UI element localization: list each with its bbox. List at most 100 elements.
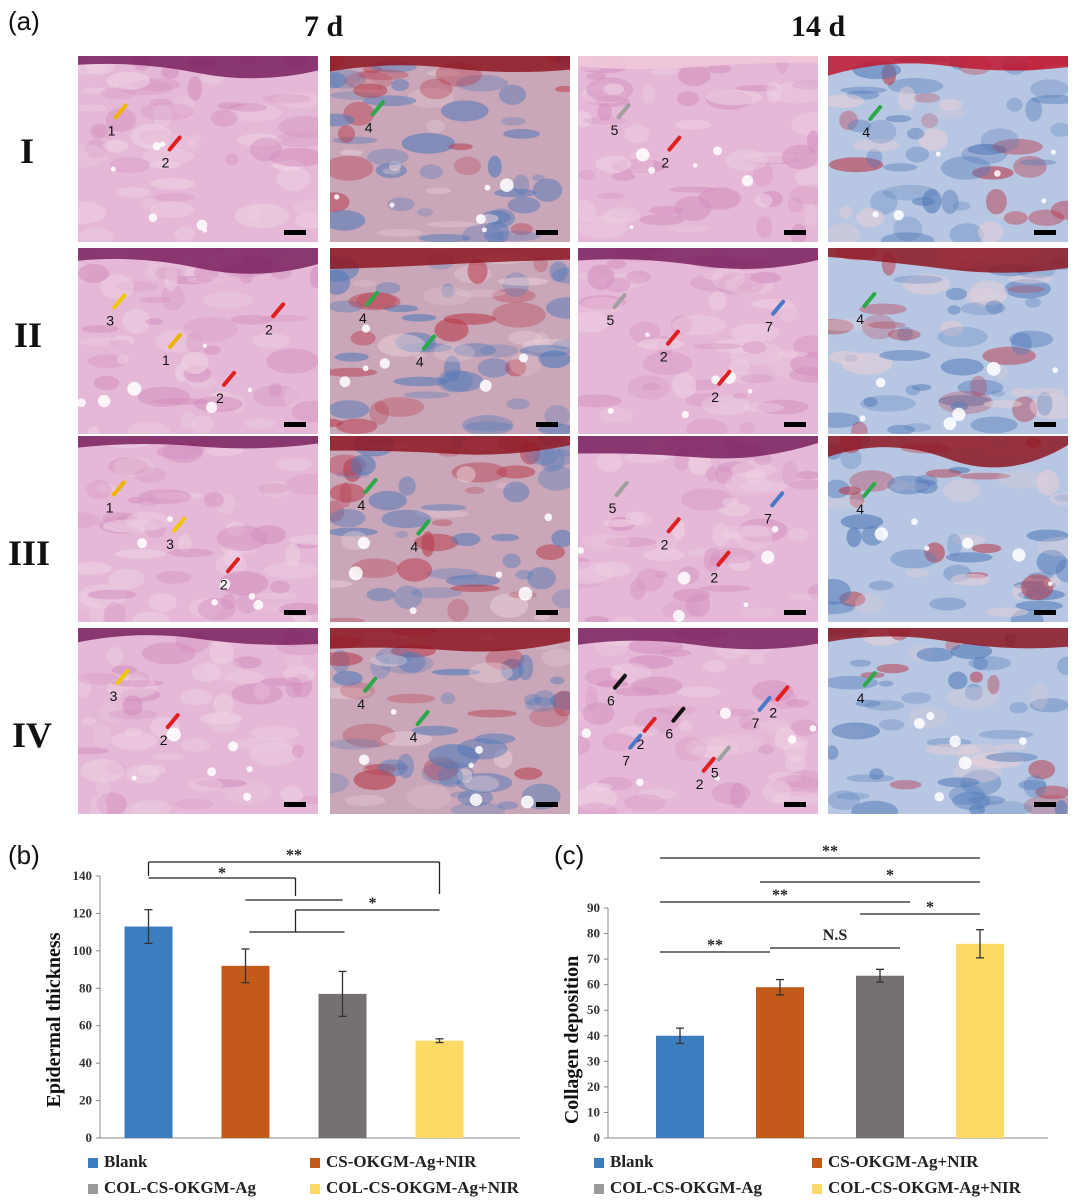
lumen [994, 170, 1001, 177]
legend-swatch [88, 1158, 98, 1169]
annotation-number: 4 [358, 497, 366, 513]
tissue-texture [451, 532, 481, 546]
tissue-texture [707, 63, 732, 74]
lumen [934, 792, 945, 802]
tissue-texture [595, 452, 623, 472]
tissue-texture [685, 592, 711, 617]
lumen [581, 728, 592, 738]
lumen [228, 741, 239, 752]
lumen [672, 610, 685, 622]
arrow-marker [115, 669, 130, 686]
tissue-texture [285, 543, 301, 567]
tissue-texture [146, 264, 161, 280]
tissue-texture [174, 226, 195, 241]
tissue-texture [78, 561, 113, 575]
tissue-texture [280, 786, 304, 803]
tissue-texture [1036, 470, 1060, 496]
tissue-texture [154, 192, 195, 202]
tissue-texture [1054, 800, 1068, 814]
tissue-texture [578, 557, 592, 570]
tissue-texture [168, 275, 212, 285]
tissue-texture [985, 300, 1004, 314]
tissue-texture [348, 292, 401, 311]
tissue-texture [578, 394, 622, 408]
micrograph-tile: 4 [828, 56, 1068, 242]
tissue-texture [78, 144, 108, 168]
tissue-texture [739, 374, 774, 384]
tissue-texture [130, 123, 173, 150]
lumen [389, 202, 395, 208]
tissue-texture [551, 267, 570, 284]
tissue-texture [150, 177, 195, 190]
tissue-texture [916, 647, 954, 662]
tissue-texture [433, 342, 475, 363]
scale-bar [784, 422, 806, 427]
tissue-texture [1020, 574, 1054, 601]
tissue-texture [128, 671, 151, 689]
tissue-texture [580, 296, 624, 314]
tissue-texture [534, 447, 570, 468]
micrograph-tile: 4 [828, 628, 1068, 814]
tissue-texture [657, 705, 697, 715]
micrograph-tile: 4 [330, 56, 570, 242]
tissue-texture [426, 69, 461, 77]
tissue-texture [515, 569, 533, 580]
tissue-texture [425, 187, 452, 195]
scale-bar [1034, 422, 1056, 427]
tissue-texture [914, 479, 938, 494]
tissue-texture [943, 479, 982, 502]
tissue-texture [81, 325, 120, 333]
legend-swatch [812, 1184, 822, 1195]
tissue-texture [855, 593, 885, 615]
lumen [544, 513, 553, 522]
tissue-texture [766, 81, 782, 103]
tissue-texture [534, 613, 550, 621]
tissue-texture [393, 376, 449, 387]
bar [656, 1035, 704, 1138]
tissue-texture [278, 116, 318, 139]
lumen [499, 178, 514, 192]
tissue-texture [115, 549, 167, 559]
arrow-marker [112, 293, 127, 310]
arrow-marker [370, 100, 385, 117]
tissue-texture [364, 763, 409, 771]
micrograph-image: 52 [578, 56, 818, 242]
tissue-texture [628, 654, 674, 669]
tissue-texture [464, 421, 513, 432]
tissue-texture [722, 525, 777, 538]
tissue-texture [950, 573, 991, 586]
tissue-texture [863, 396, 878, 408]
lumen [859, 415, 866, 422]
tissue-texture [145, 318, 163, 325]
tissue-texture [879, 349, 931, 361]
tissue-texture [964, 683, 983, 701]
tissue-texture [982, 346, 1036, 365]
tissue-texture [368, 490, 407, 511]
tissue-texture [529, 707, 569, 728]
tissue-texture [968, 280, 1008, 306]
epidermis-band [578, 56, 818, 70]
lumen [1047, 581, 1053, 587]
tissue-texture [781, 461, 798, 486]
legend-c-blank: Blank [594, 1152, 653, 1172]
tissue-texture [688, 452, 711, 476]
tissue-texture [597, 192, 626, 200]
tissue-texture [330, 687, 371, 699]
tissue-texture [112, 335, 135, 347]
tissue-texture [332, 670, 363, 686]
lumen [1019, 737, 1027, 745]
tissue-texture [89, 602, 105, 622]
tissue-texture [504, 359, 527, 377]
tissue-texture [740, 480, 788, 493]
tissue-texture [464, 775, 500, 792]
tissue-texture [728, 555, 751, 572]
annotation-number: 2 [160, 732, 168, 748]
tissue-texture [362, 65, 382, 74]
tissue-texture [674, 119, 712, 130]
tissue-texture [291, 673, 313, 698]
lumen [719, 707, 732, 719]
tissue-texture [828, 223, 861, 242]
arrow-marker [862, 671, 877, 688]
micrograph-image: 3 1 2 2 [78, 248, 318, 434]
